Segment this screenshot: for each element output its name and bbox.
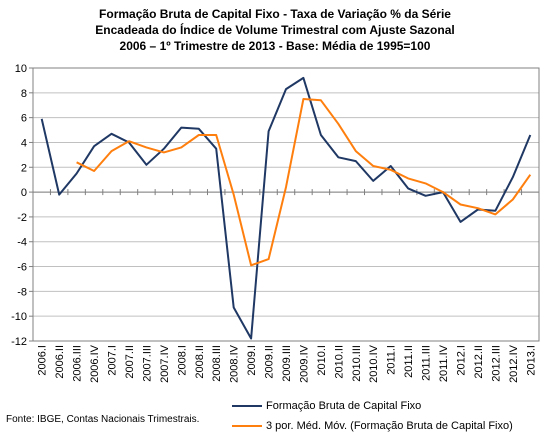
y-tick-label: 4 [21, 137, 27, 149]
chart-title-line-2: Encadeada do Índice de Volume Trimestral… [95, 23, 455, 37]
legend: Formação Bruta de Capital Fixo 3 por. Mé… [232, 396, 513, 436]
x-tick-label: 2013.I [525, 345, 537, 376]
x-tick-label: 2008.IV [229, 344, 241, 383]
x-tick-label: 2007.I [107, 345, 119, 376]
y-tick-label: -10 [11, 311, 27, 323]
legend-label-moving-average: 3 por. Méd. Móv. (Formação Bruta de Capi… [266, 420, 513, 432]
y-tick-label: -6 [17, 262, 27, 274]
x-tick-labels: 2006.I 2006.II 2006.III 2006.IV 2007.I 2007.I… [37, 344, 538, 383]
x-tick-label: 2006.III [72, 345, 84, 382]
chart-title-line-1: Formação Bruta de Capital Fixo - Taxa de… [99, 7, 451, 21]
plot-border [32, 67, 540, 342]
x-tick-label: 2012.III [490, 345, 502, 382]
x-tick-label: 2009.III [281, 345, 293, 382]
legend-swatch-moving-average [232, 425, 262, 427]
axes [29, 67, 540, 342]
series-line-fbcf [40, 76, 532, 340]
x-tick-label: 2010.I [316, 345, 328, 376]
legend-entry-fbcf: Formação Bruta de Capital Fixo [232, 396, 513, 416]
x-tick-label: 2006.I [37, 345, 49, 376]
x-tick-label: 2012.I [455, 345, 467, 376]
legend-swatch-fbcf [232, 405, 262, 407]
y-tick-label: 0 [21, 187, 27, 199]
series-line-moving-average [76, 98, 532, 267]
x-tick-label: 2007.IV [159, 344, 171, 383]
legend-entry-moving-average: 3 por. Méd. Móv. (Formação Bruta de Capi… [232, 416, 513, 436]
chart-title-line-3: 2006 – 1º Trimestre de 2013 - Base: Médi… [119, 39, 431, 53]
y-tick-label: -12 [11, 336, 27, 348]
x-tick-label: 2010.III [351, 345, 363, 382]
source-note: Fonte: IBGE, Contas Nacionais Trimestrai… [6, 414, 200, 425]
y-tick-label: -4 [17, 237, 27, 249]
x-tick-label: 2008.II [194, 345, 206, 379]
x-tick-label: 2010.II [333, 345, 345, 379]
x-tick-label: 2008.I [176, 345, 188, 376]
x-tick-label: 2009.IV [298, 344, 310, 383]
y-tick-label: 10 [15, 63, 27, 75]
chart-title: Formação Bruta de Capital Fixo - Taxa de… [0, 6, 550, 54]
y-tick-labels: -12 -10 -8 -6 -4 -2 0 2 4 6 8 10 [11, 63, 27, 348]
x-tick-label: 2011.IV [438, 344, 450, 382]
y-tick-label: 8 [21, 88, 27, 100]
x-tick-label: 2011.I [386, 345, 398, 375]
x-tick-label: 2010.IV [368, 344, 380, 383]
x-tick-label: 2011.II [403, 345, 415, 378]
legend-label-fbcf: Formação Bruta de Capital Fixo [266, 400, 422, 412]
x-tick-label: 2006.II [54, 345, 66, 379]
y-tick-label: 2 [21, 162, 27, 174]
y-tick-label: -8 [17, 286, 27, 298]
x-tick-label: 2008.III [211, 345, 223, 382]
x-tick-label: 2011.III [421, 345, 433, 381]
y-tick-label: -2 [17, 212, 27, 224]
x-tick-label: 2012.II [473, 345, 485, 379]
x-tick-label: 2009.II [264, 345, 276, 379]
x-tick-label: 2007.II [124, 345, 136, 379]
x-tick-label: 2006.IV [89, 344, 101, 383]
x-tick-label: 2012.IV [508, 344, 520, 383]
y-tick-label: 6 [21, 113, 27, 125]
x-tick-label: 2007.III [141, 345, 153, 382]
x-tick-label: 2009.I [246, 345, 258, 376]
series-lines [40, 76, 532, 340]
